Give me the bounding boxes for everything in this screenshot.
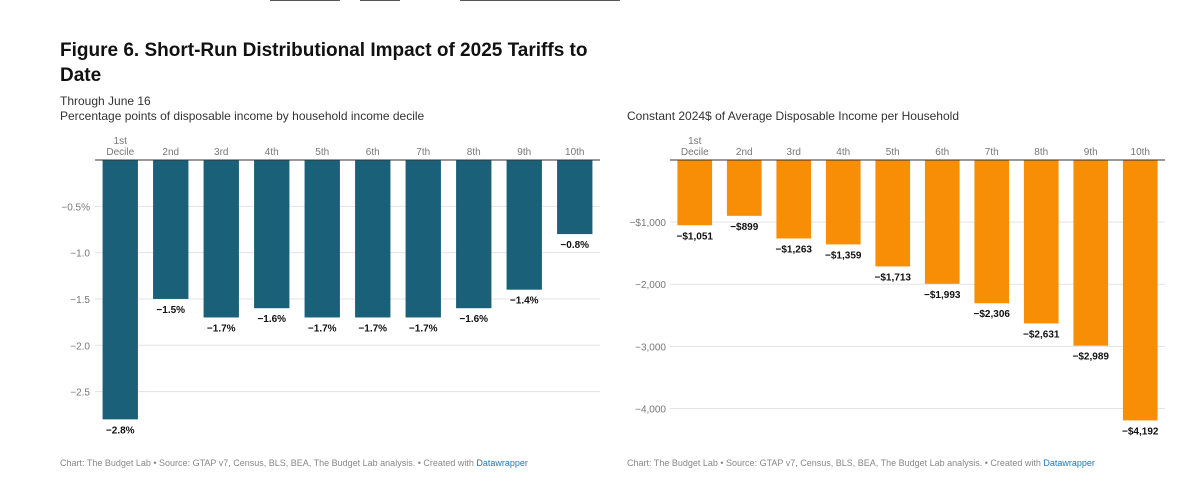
right-chart-bar[interactable] xyxy=(974,160,1010,304)
page-subtitle: Through June 16 xyxy=(60,94,151,108)
left-chart-category-label: 2nd xyxy=(162,147,179,158)
left-chart-category-label: 3rd xyxy=(214,147,228,158)
right-chart-bar[interactable] xyxy=(726,160,762,216)
right-chart-bar[interactable] xyxy=(875,160,911,267)
right-chart-y-tick-label: −4,000 xyxy=(635,404,666,415)
right-datawrapper-link[interactable]: Datawrapper xyxy=(1043,458,1095,468)
left-chart-y-tick-label: −2.0 xyxy=(70,341,90,352)
left-chart-category-label: 1st Decile xyxy=(106,136,134,158)
right-chart-bar[interactable] xyxy=(1122,160,1158,421)
right-chart-bar[interactable] xyxy=(825,160,861,245)
left-datawrapper-link[interactable]: Datawrapper xyxy=(476,458,528,468)
right-chart-value-label: −$1,993 xyxy=(924,290,961,301)
left-chart-svg: −0.5% −1.0 −1.5 −2.0 −2.5 −2.8% 1st Decile −1.5%… xyxy=(61,136,600,436)
left-chart-category-label: 7th xyxy=(416,147,430,158)
left-chart-y-tick-label: −1.0 xyxy=(70,249,90,260)
left-chart-value-label: −1.7% xyxy=(207,323,236,334)
right-chart-category-label: 7th xyxy=(985,147,999,158)
right-chart-value-label: −$2,631 xyxy=(1023,329,1060,340)
top-divider xyxy=(270,0,660,3)
left-chart-category-label: 5th xyxy=(315,147,329,158)
left-chart-bar[interactable] xyxy=(203,160,239,318)
right-chart-category-label: 2nd xyxy=(736,147,753,158)
right-chart-category-label: 6th xyxy=(935,147,949,158)
right-chart-value-label: −$899 xyxy=(730,222,759,233)
right-chart-svg: −$1,000 −2,000 −3,000 −4,000 −$1,051 1st Decil… xyxy=(630,136,1165,437)
left-chart-value-label: −1.7% xyxy=(358,323,387,334)
left-chart-bar[interactable] xyxy=(506,160,542,290)
right-chart-bar[interactable] xyxy=(1023,160,1059,324)
right-chart-category-label: 8th xyxy=(1034,147,1048,158)
left-chart-bar[interactable] xyxy=(153,160,189,299)
right-chart-value-label: −$4,192 xyxy=(1122,426,1159,437)
left-chart-bar[interactable] xyxy=(405,160,441,318)
right-chart-category-label: 9th xyxy=(1084,147,1098,158)
right-chart-bar[interactable] xyxy=(924,160,960,284)
right-chart-value-label: −$1,051 xyxy=(677,231,714,242)
left-chart-y-tick-label: −1.5 xyxy=(70,295,90,306)
right-chart-value-label: −$1,713 xyxy=(875,272,912,283)
left-chart-y-tick-label: −2.5 xyxy=(70,388,90,399)
left-chart-category-label: 10th xyxy=(565,147,584,158)
left-chart-bar[interactable] xyxy=(557,160,593,235)
left-chart-bar[interactable] xyxy=(456,160,492,309)
right-chart-category-label: 1st Decile xyxy=(681,136,709,158)
right-chart-y-tick-label: −3,000 xyxy=(635,342,666,353)
left-chart-value-label: −2.8% xyxy=(106,425,135,436)
right-chart-value-label: −$1,263 xyxy=(776,244,813,255)
right-chart-category-label: 3rd xyxy=(787,147,801,158)
left-chart-bar[interactable] xyxy=(254,160,290,309)
left-chart-bar[interactable] xyxy=(355,160,391,318)
right-chart-y-tick-label: −2,000 xyxy=(635,280,666,291)
left-notes-text: Chart: The Budget Lab • Source: GTAP v7,… xyxy=(60,458,474,468)
right-chart-bar[interactable] xyxy=(776,160,812,239)
right-bar-chart: −$1,000 −2,000 −3,000 −4,000 −$1,051 1st Decil… xyxy=(620,125,1170,450)
right-chart-category-label: 5th xyxy=(886,147,900,158)
right-chart-y-tick-label: −$1,000 xyxy=(630,218,667,229)
left-chart-value-label: −1.7% xyxy=(409,323,438,334)
left-chart-value-label: −1.5% xyxy=(156,305,185,316)
left-chart-category-label: 8th xyxy=(467,147,481,158)
left-chart-bar[interactable] xyxy=(102,160,138,420)
left-chart-category-label: 6th xyxy=(366,147,380,158)
left-chart-category-label: 9th xyxy=(517,147,531,158)
right-chart-category-label: 4th xyxy=(836,147,850,158)
left-chart-notes: Chart: The Budget Lab • Source: GTAP v7,… xyxy=(60,458,528,468)
left-chart-value-label: −0.8% xyxy=(560,240,589,251)
left-chart-value-label: −1.6% xyxy=(459,314,488,325)
right-chart-value-label: −$2,306 xyxy=(974,309,1011,320)
left-chart-description: Percentage points of disposable income b… xyxy=(60,109,425,123)
right-notes-text: Chart: The Budget Lab • Source: GTAP v7,… xyxy=(627,458,1041,468)
left-chart-y-tick-label: −0.5% xyxy=(61,202,90,213)
right-chart-notes: Chart: The Budget Lab • Source: GTAP v7,… xyxy=(627,458,1095,468)
left-bar-chart: −0.5% −1.0 −1.5 −2.0 −2.5 −2.8% 1st Decile −1.5%… xyxy=(55,125,605,450)
right-chart-value-label: −$2,989 xyxy=(1073,352,1110,363)
left-chart-value-label: −1.4% xyxy=(510,296,539,307)
left-chart-category-label: 4th xyxy=(265,147,279,158)
right-chart-bar[interactable] xyxy=(1073,160,1109,346)
right-chart-bar[interactable] xyxy=(677,160,713,226)
right-chart-category-label: 10th xyxy=(1131,147,1150,158)
page-title: Figure 6. Short-Run Distributional Impac… xyxy=(60,40,588,86)
left-chart-value-label: −1.7% xyxy=(308,323,337,334)
right-chart-description: Constant 2024$ of Average Disposable Inc… xyxy=(627,109,959,123)
left-chart-value-label: −1.6% xyxy=(257,314,286,325)
left-chart-bar[interactable] xyxy=(304,160,340,318)
right-chart-value-label: −$1,359 xyxy=(825,250,862,261)
